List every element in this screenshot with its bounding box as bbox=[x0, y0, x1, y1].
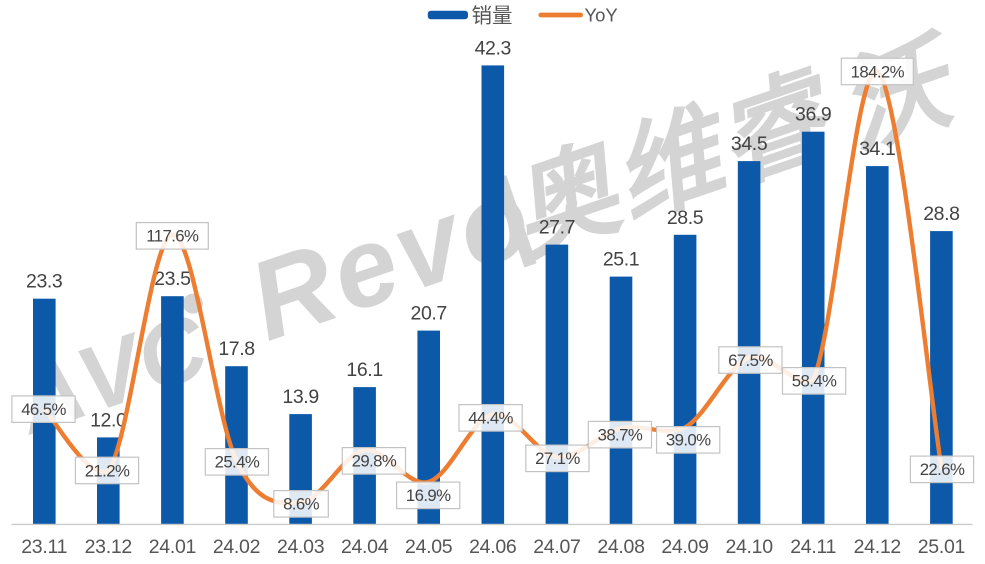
svg-text:沃: 沃 bbox=[824, 20, 976, 171]
svg-text:8.6%: 8.6% bbox=[283, 495, 320, 514]
svg-text:34.1: 34.1 bbox=[859, 138, 895, 160]
svg-text:20.7: 20.7 bbox=[411, 303, 447, 325]
svg-text:24.11: 24.11 bbox=[790, 536, 836, 558]
svg-text:38.7%: 38.7% bbox=[598, 425, 643, 444]
svg-text:24.01: 24.01 bbox=[149, 536, 196, 558]
svg-text:24.12: 24.12 bbox=[854, 536, 901, 558]
svg-text:117.6%: 117.6% bbox=[146, 227, 199, 246]
svg-text:12.0: 12.0 bbox=[90, 409, 127, 431]
svg-text:24.04: 24.04 bbox=[341, 536, 389, 558]
svg-text:25.1: 25.1 bbox=[603, 249, 639, 271]
svg-text:16.9%: 16.9% bbox=[406, 486, 451, 505]
svg-text:27.7: 27.7 bbox=[539, 217, 575, 239]
svg-text:24.10: 24.10 bbox=[725, 536, 773, 558]
svg-text:25.4%: 25.4% bbox=[215, 453, 260, 472]
svg-text:28.5: 28.5 bbox=[667, 207, 704, 229]
svg-text:28.8: 28.8 bbox=[923, 203, 959, 225]
svg-text:24.06: 24.06 bbox=[469, 536, 516, 558]
svg-text:25.01: 25.01 bbox=[918, 536, 965, 558]
svg-text:24.09: 24.09 bbox=[661, 536, 708, 558]
svg-text:36.9: 36.9 bbox=[795, 104, 831, 126]
svg-text:24.02: 24.02 bbox=[213, 536, 260, 558]
svg-text:23.11: 23.11 bbox=[21, 536, 67, 558]
svg-text:奥维睿: 奥维睿 bbox=[494, 54, 852, 276]
svg-text:34.5: 34.5 bbox=[731, 133, 768, 155]
svg-text:23.12: 23.12 bbox=[85, 536, 132, 558]
svg-text:24.08: 24.08 bbox=[597, 536, 644, 558]
svg-text:YoY: YoY bbox=[585, 5, 618, 26]
svg-text:42.3: 42.3 bbox=[475, 37, 511, 59]
svg-text:23.5: 23.5 bbox=[154, 268, 191, 290]
svg-text:58.4%: 58.4% bbox=[792, 372, 837, 391]
svg-text:67.5%: 67.5% bbox=[728, 351, 773, 370]
svg-text:13.9: 13.9 bbox=[282, 386, 318, 408]
svg-text:22.6%: 22.6% bbox=[920, 460, 965, 479]
svg-text:39.0%: 39.0% bbox=[666, 431, 711, 450]
svg-text:27.1%: 27.1% bbox=[535, 449, 580, 468]
svg-text:24.07: 24.07 bbox=[533, 536, 580, 558]
svg-text:21.2%: 21.2% bbox=[85, 461, 130, 480]
svg-text:46.5%: 46.5% bbox=[21, 400, 66, 419]
svg-text:184.2%: 184.2% bbox=[851, 62, 905, 81]
svg-text:24.03: 24.03 bbox=[277, 536, 324, 558]
svg-text:23.3: 23.3 bbox=[26, 271, 62, 293]
svg-text:17.8: 17.8 bbox=[218, 338, 254, 360]
svg-text:16.1: 16.1 bbox=[346, 359, 382, 381]
svg-text:29.8%: 29.8% bbox=[352, 452, 397, 471]
svg-text:24.05: 24.05 bbox=[405, 536, 453, 558]
svg-text:44.4%: 44.4% bbox=[468, 409, 513, 428]
svg-text:销量: 销量 bbox=[472, 4, 513, 27]
